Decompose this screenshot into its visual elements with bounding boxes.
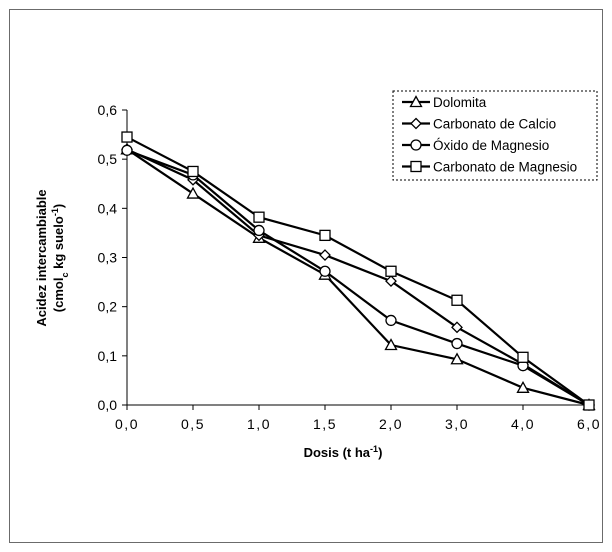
series-line [126,149,590,406]
diamond-marker [385,275,397,288]
series-4 [121,131,595,411]
y-tick-label: 0,3 [98,250,118,266]
circle-marker [319,265,331,277]
x-axis-title: Dosis (t ha-1) [304,444,383,460]
y-tick-label: 0,4 [98,200,118,216]
square-marker [451,294,463,306]
diamond-marker [410,117,422,130]
y-tick-label: 0,1 [98,348,118,364]
x-tick-label: 1,5 [313,416,337,432]
circle-marker [121,144,133,156]
y-tick-label: 0,5 [98,151,118,167]
legend-box [392,90,598,181]
legend-entry-label: Dolomita [433,95,487,110]
square-marker [187,165,199,178]
series-layer [120,131,596,411]
square-marker [583,399,595,411]
x-tick-label: 6,0 [577,416,601,432]
circle-marker [410,139,422,151]
square-marker [385,265,397,277]
x-tick-label: 1,0 [247,416,271,432]
x-tick-labels: 0,0 0,5 1,0 1,5 2,0 3,0 4,0 6,0 [115,416,601,432]
legend: Dolomita Carbonato de Calcio Óxido de Magn… [392,90,598,181]
y-tick-label: 0,0 [98,397,118,413]
square-marker [517,351,529,363]
series-line [126,148,590,406]
square-marker [319,229,331,242]
circle-marker [451,337,463,350]
legend-entry-label: Carbonato de Magnesio [433,160,577,175]
y-tick-labels: 0,0 0,1 0,2 0,3 0,4 0,5 0,6 [98,102,118,413]
x-tick-label: 0,0 [115,416,139,432]
legend-entry-label: Carbonato de Calcio [433,117,556,132]
y-tick-label: 0,6 [98,102,118,118]
axes [122,109,590,410]
x-tick-label: 2,0 [379,416,403,432]
square-marker [410,160,422,173]
series-line [126,148,590,407]
triangle-marker [516,380,530,393]
y-tick-label: 0,2 [98,299,118,315]
diamond-marker [451,321,463,334]
triangle-marker [450,352,464,365]
diamond-marker [319,249,331,261]
triangle-marker [409,95,423,108]
series-line [126,136,590,406]
y-axis-title-line1: Acidez intercambiable [34,189,49,326]
square-marker [121,131,133,143]
circle-marker [385,314,397,327]
square-marker [253,211,265,223]
triangle-marker [384,338,398,351]
x-tick-label: 0,5 [181,416,205,432]
circle-marker [253,224,265,237]
x-tick-label: 3,0 [445,416,469,432]
triangle-marker [186,186,200,199]
y-axis-title-line2: (cmolc kg suelo-1) [50,204,70,312]
x-tick-label: 4,0 [511,416,535,432]
legend-entry-label: Óxido de Magnesio [433,138,549,153]
